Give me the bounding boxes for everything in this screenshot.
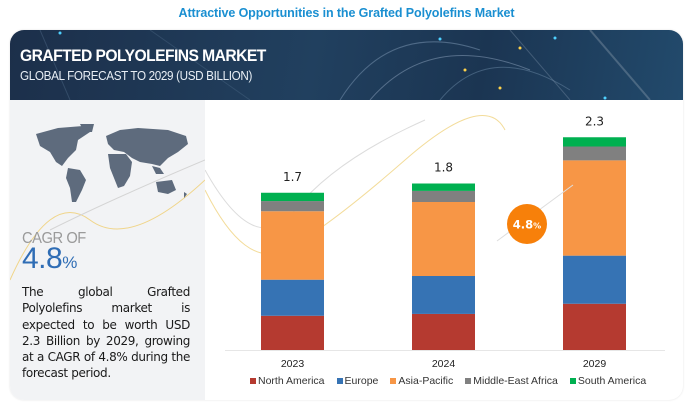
- bar-total-label: 1.8: [434, 161, 453, 175]
- legend-item: Europe: [336, 375, 379, 387]
- cagr-bubble-circle: [507, 204, 547, 244]
- banner-title: GRAFTED POLYOLEFINS MARKET: [20, 46, 266, 65]
- bar-segment-europe-2029: [563, 255, 626, 304]
- bar-segment-south-america-2024: [412, 183, 475, 191]
- bar-total-label: 2.3: [585, 114, 604, 128]
- cagr-label: CAGR OF: [22, 230, 86, 247]
- legend-label: North America: [258, 375, 325, 387]
- x-tick-label: 2023: [281, 358, 305, 370]
- infographic-card: GRAFTED POLYOLEFINS MARKET GLOBAL FORECA…: [10, 30, 683, 400]
- legend-swatch: [250, 378, 256, 384]
- stacked-bar-chart: 1.7 2023 1.8 2024 2.3 2029 4.8%: [204, 114, 665, 370]
- bar-segment-south-america-2029: [563, 137, 626, 147]
- bar-segment-north-america-2024: [412, 313, 475, 350]
- cagr-unit: %: [62, 253, 77, 272]
- legend-item: Asia-Pacific: [390, 375, 453, 387]
- bar-segment-south-america-2023: [261, 192, 324, 202]
- bar-segment-middle-east-africa-2024: [412, 190, 475, 202]
- bar-segment-europe-2024: [412, 276, 475, 314]
- chart-area: 1.7 2023 1.8 2024 2.3 2029 4.8%: [204, 100, 683, 400]
- bar-segment-asia-pacific-2023: [261, 211, 324, 280]
- legend-label: Asia-Pacific: [398, 375, 454, 387]
- banner: GRAFTED POLYOLEFINS MARKET GLOBAL FORECA…: [10, 30, 683, 100]
- cagr-bubble: 4.8%: [507, 204, 547, 244]
- legend-item: North America: [250, 375, 325, 387]
- bar-segment-middle-east-africa-2023: [261, 201, 324, 212]
- bar-segment-europe-2023: [261, 279, 324, 316]
- bar-segment-asia-pacific-2024: [412, 202, 475, 276]
- legend-swatch: [465, 378, 472, 384]
- legend-swatch: [569, 378, 576, 384]
- x-tick-label: 2024: [432, 358, 456, 370]
- legend-label: Middle-East Africa: [473, 375, 558, 387]
- decorative-curve: [204, 115, 506, 255]
- legend-item: South America: [569, 375, 647, 387]
- decorative-curve: [10, 159, 205, 281]
- bar-segment-asia-pacific-2029: [563, 160, 626, 256]
- bar-segment-middle-east-africa-2029: [563, 146, 626, 161]
- bar-segment-north-america-2023: [261, 315, 324, 350]
- summary-panel: CAGR OF 4.8% The global Grafted Polyolef…: [10, 100, 205, 400]
- bar-segment-north-america-2029: [563, 303, 626, 350]
- banner-subtitle: GLOBAL FORECAST TO 2029 (USD BILLION): [20, 68, 253, 83]
- chart-legend: North America Europe Asia-Pacific Middle-Ea…: [250, 375, 646, 387]
- world-map-icon: [36, 124, 188, 202]
- market-description: The global Grafted Polyolefins market is…: [22, 285, 190, 381]
- legend-swatch: [336, 378, 343, 384]
- legend-swatch: [390, 378, 397, 384]
- page-title: Attractive Opportunities in the Grafted …: [178, 6, 515, 20]
- bar-total-label: 1.7: [283, 170, 302, 184]
- legend-item: Middle-East Africa: [465, 375, 558, 387]
- cagr-number: 4.8: [22, 242, 63, 275]
- cagr-value: 4.8%: [22, 242, 77, 276]
- legend-label: South America: [577, 375, 647, 387]
- legend-label: Europe: [344, 375, 379, 387]
- banner-background-graphic: [39, 30, 651, 100]
- x-tick-label: 2029: [583, 358, 607, 370]
- cagr-bubble-label: 4.8%: [513, 218, 541, 232]
